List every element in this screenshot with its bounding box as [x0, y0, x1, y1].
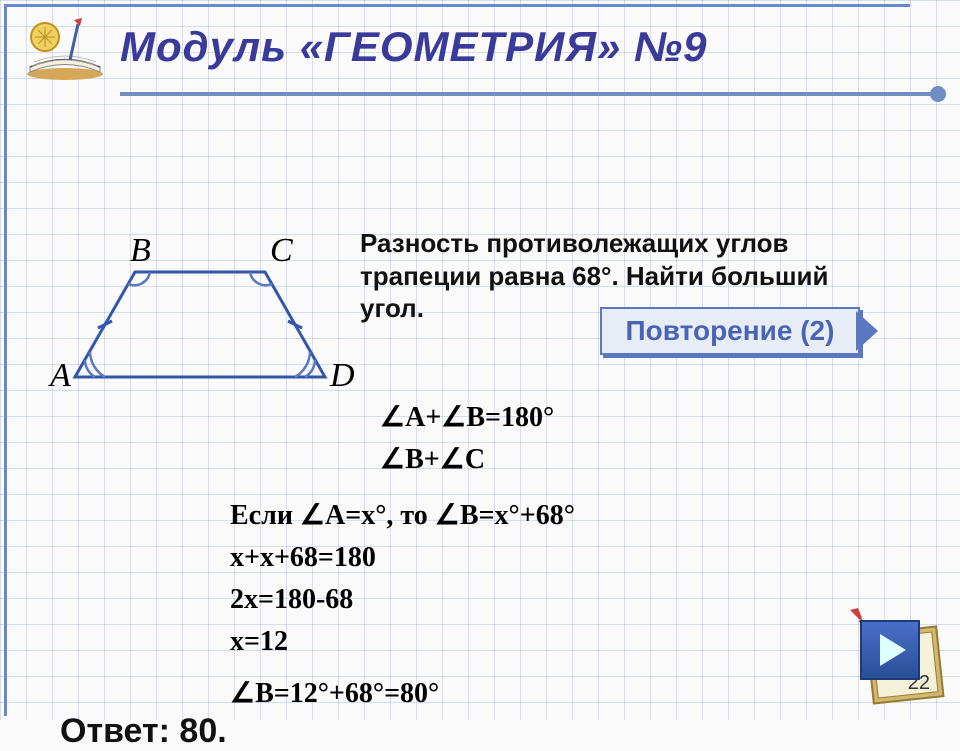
solution-line: x=12 [230, 621, 575, 663]
trapezoid-diagram: B C A D [60, 232, 340, 402]
repeat-button[interactable]: Повторение (2) [600, 307, 860, 355]
header: Модуль «ГЕОМЕТРИЯ» №9 [0, 0, 960, 82]
solution-block: ∠A+∠B=180° ∠B+∠C Если ∠A=x°, то ∠B=x°+68… [230, 397, 575, 715]
vertex-C: C [270, 232, 293, 270]
solution-line: 2x=180-68 [230, 579, 575, 621]
vertex-B: B [130, 232, 151, 270]
play-button[interactable] [860, 620, 920, 680]
arrow-right-icon [856, 311, 878, 351]
vertex-D: D [330, 357, 355, 395]
play-icon [880, 634, 906, 666]
vertex-A: A [50, 357, 71, 395]
solution-line: Если ∠A=x°, то ∠B=x°+68° [230, 495, 575, 537]
book-icon [20, 12, 110, 82]
title-underline [120, 92, 938, 96]
page-title: Модуль «ГЕОМЕТРИЯ» №9 [120, 23, 708, 71]
solution-line: ∠B+∠C [380, 439, 575, 481]
solution-line: ∠A+∠B=180° [380, 397, 575, 439]
solution-line: ∠B=12°+68°=80° [230, 673, 575, 715]
solution-line: x+x+68=180 [230, 537, 575, 579]
repeat-label: Повторение (2) [626, 315, 835, 346]
answer-label: Ответ: 80. [60, 712, 227, 751]
